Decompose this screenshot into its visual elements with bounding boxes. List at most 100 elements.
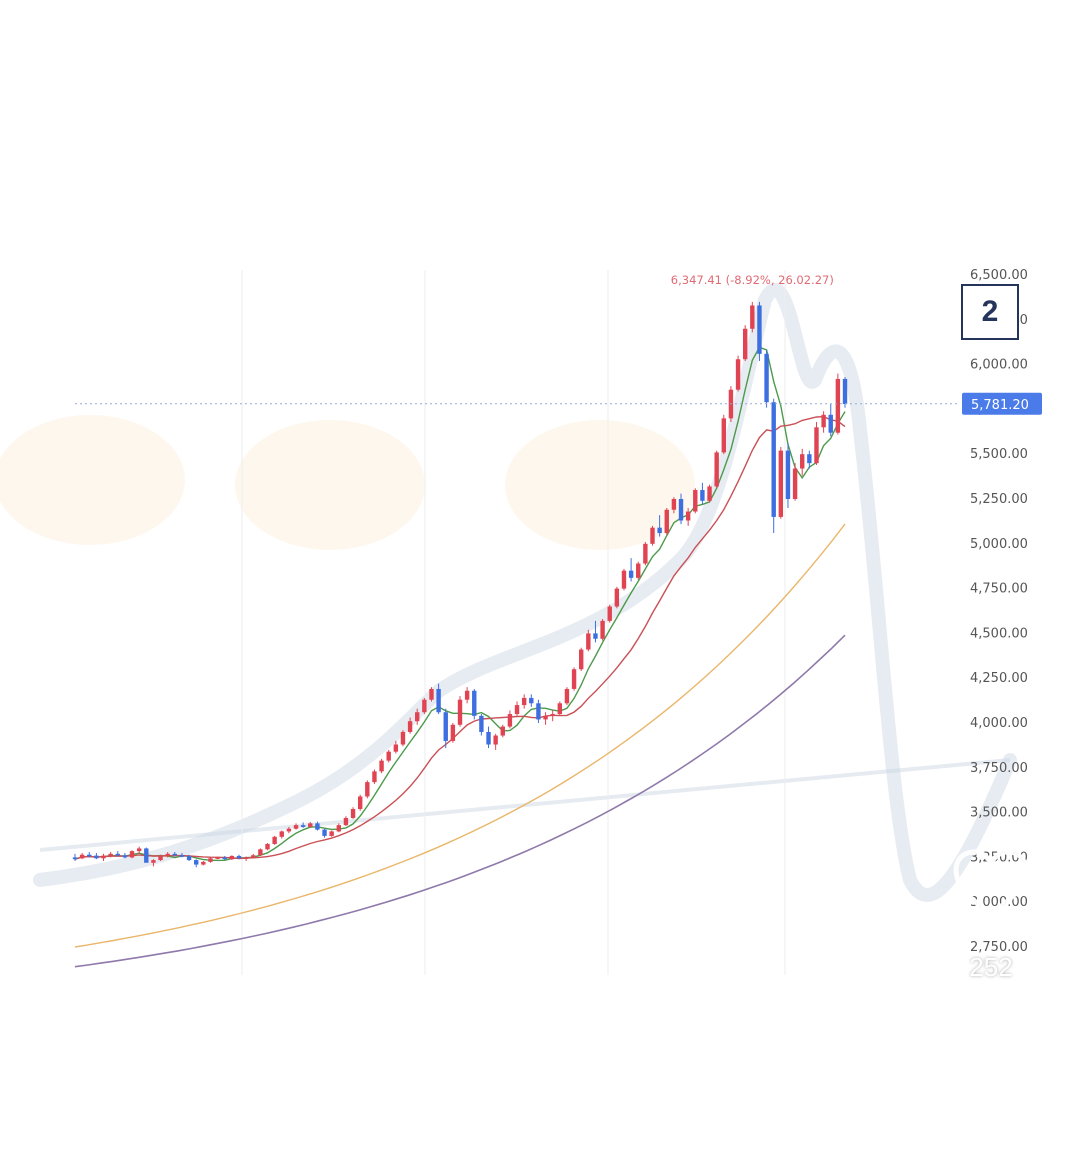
faded-stage-bubble-2 <box>505 420 695 550</box>
candle-body <box>372 771 377 783</box>
candle <box>443 708 448 749</box>
candle <box>79 852 85 860</box>
y-tick-label: 4,000.00 <box>970 716 1028 731</box>
candle <box>778 447 784 519</box>
candle-body <box>514 705 520 715</box>
candle <box>229 855 235 861</box>
candle <box>735 355 741 392</box>
candle <box>258 848 263 856</box>
candle <box>293 823 299 830</box>
candle-body <box>714 452 719 487</box>
candle-body <box>607 606 612 621</box>
last-price-tag <box>962 392 1042 415</box>
candle <box>614 586 620 609</box>
candle-body <box>636 563 641 578</box>
candle <box>165 852 170 858</box>
speech-bubble-icon[interactable] <box>948 1040 1032 1124</box>
candle-body <box>222 857 227 860</box>
candle <box>357 794 363 811</box>
candle <box>785 443 791 508</box>
candle <box>529 694 534 707</box>
candle-body <box>507 714 513 727</box>
candle-body <box>129 851 135 858</box>
y-tick-label: 3,500.00 <box>970 806 1028 821</box>
candle-body <box>664 509 669 534</box>
candle-body <box>329 831 334 836</box>
candle-body <box>643 543 648 564</box>
candle <box>486 726 491 749</box>
candle-body <box>243 857 249 859</box>
candle <box>279 830 284 839</box>
slide-number-badge: 2 <box>961 284 1019 340</box>
candle-body <box>443 712 448 741</box>
candle-body <box>122 855 128 858</box>
candle-body <box>322 829 327 836</box>
candle <box>350 807 356 819</box>
candle <box>400 730 406 747</box>
y-tick-label: 3,750.00 <box>970 761 1028 776</box>
heart-outline-icon[interactable] <box>946 840 1036 930</box>
candle-body <box>265 843 270 850</box>
candle-body <box>72 857 78 860</box>
candle <box>742 325 748 362</box>
candle-body <box>144 848 149 863</box>
candle <box>365 780 370 799</box>
chart-annotations: 5,781.20 6,347.41 (-8.92%, 26.02.27) <box>75 273 1042 415</box>
candle <box>814 421 819 465</box>
candle <box>464 687 470 704</box>
candle-body <box>386 751 391 761</box>
candle <box>493 733 498 750</box>
faded-stage-bubble-0 <box>0 415 185 545</box>
candle-body <box>350 809 356 818</box>
candle <box>322 828 327 838</box>
candle-body <box>486 731 491 745</box>
candle-body <box>407 721 413 732</box>
candle-body <box>229 855 235 860</box>
candle <box>807 450 812 469</box>
candle-body <box>593 633 598 639</box>
candle-body <box>479 715 484 732</box>
candle <box>429 687 434 702</box>
candle <box>336 823 341 833</box>
candle-body <box>493 735 498 745</box>
faded-cycle-curve <box>33 282 1017 902</box>
candle <box>700 482 705 505</box>
ma-mid-line <box>74 415 846 860</box>
candle <box>136 846 142 854</box>
candle <box>671 497 677 514</box>
candle-body <box>500 726 505 736</box>
candle-body <box>400 731 406 745</box>
y-tick-label: 5,000.00 <box>970 537 1028 552</box>
candle-body <box>429 688 434 700</box>
candle <box>657 515 662 537</box>
candle-body <box>700 490 705 501</box>
candle-body <box>785 450 791 499</box>
candle-body <box>336 825 341 832</box>
candle-body <box>571 669 577 689</box>
candle <box>215 856 220 860</box>
candle-body <box>315 823 320 830</box>
candle-body <box>579 649 584 670</box>
candle <box>407 717 413 734</box>
candle-body <box>215 857 220 859</box>
y-tick-label: 4,500.00 <box>970 626 1028 641</box>
candle-body <box>236 855 242 859</box>
candle <box>251 853 256 859</box>
candle <box>579 647 584 672</box>
candle <box>300 822 306 828</box>
candle-body <box>79 854 85 859</box>
candle-body <box>286 828 292 832</box>
candle <box>707 484 712 503</box>
candle-body <box>543 715 548 720</box>
candle-body <box>343 817 349 826</box>
candle-body <box>436 688 441 713</box>
candle-body <box>807 454 812 464</box>
y-tick-label: 6,500.00 <box>970 268 1028 283</box>
candle <box>792 463 798 501</box>
candle-body <box>165 853 170 856</box>
candle-body <box>721 418 726 453</box>
candle <box>122 852 128 859</box>
candle-body <box>742 328 748 360</box>
candle <box>771 398 776 534</box>
